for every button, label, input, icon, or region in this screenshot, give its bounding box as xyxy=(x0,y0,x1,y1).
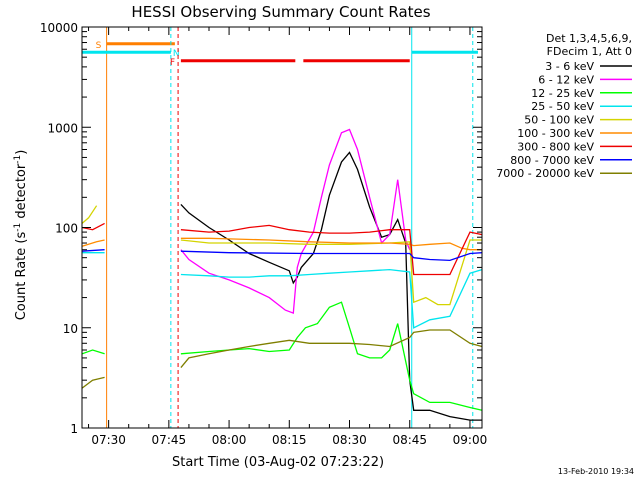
axes-layer: 07:30 07:45 08:00 08:15 08:30 08:45 09:00 1 10 10… xyxy=(40,21,487,447)
series-line-2 xyxy=(81,301,483,411)
x-tick-label-2: 08:00 xyxy=(212,433,247,447)
legend-label-8: 7000 - 20000 keV xyxy=(496,167,594,180)
legend-label-4: 50 - 100 keV xyxy=(524,114,594,127)
flag-bars-layer: S NF xyxy=(82,27,478,428)
legend-header-line-1: Det 1,3,4,5,6,9, xyxy=(546,32,632,45)
y-tick-label-1: 10 xyxy=(63,322,78,336)
legend-label-6: 300 - 800 keV xyxy=(517,140,594,153)
legend-label-3: 25 - 50 keV xyxy=(531,100,594,113)
series-line-3 xyxy=(82,252,483,329)
x-tick-label-3: 08:15 xyxy=(272,433,307,447)
flag-label-F: F xyxy=(170,58,175,68)
series-line-7 xyxy=(82,249,483,262)
flag-label-S: S xyxy=(96,41,102,51)
series-line-6 xyxy=(81,222,483,276)
series-line-1 xyxy=(180,128,411,315)
series-line-8 xyxy=(81,329,483,389)
series-line-0 xyxy=(180,151,482,421)
chart-title: HESSI Observing Summary Count Rates xyxy=(131,3,430,21)
y-tick-label-0: 1 xyxy=(70,422,78,436)
y-axis-label: Count Rate (s-1 detector-1) xyxy=(13,150,29,321)
series-line-4 xyxy=(81,205,482,306)
x-tick-label-6: 09:00 xyxy=(453,433,488,447)
legend-label-7: 800 - 7000 keV xyxy=(510,154,594,167)
legend: Det 1,3,4,5,6,9, FDecim 1, Att 0 3 - 6 k… xyxy=(496,32,632,180)
y-tick-label-3: 1000 xyxy=(47,121,78,135)
x-tick-label-0: 07:30 xyxy=(91,433,126,447)
flag-label-N: N xyxy=(173,49,180,59)
legend-label-0: 3 - 6 keV xyxy=(545,60,594,73)
x-tick-label-4: 08:30 xyxy=(332,433,367,447)
x-tick-label-1: 07:45 xyxy=(152,433,187,447)
x-axis-label: Start Time (03-Aug-02 07:23:22) xyxy=(172,455,384,470)
legend-label-5: 100 - 300 keV xyxy=(517,127,594,140)
legend-header-line-2: FDecim 1, Att 0 xyxy=(547,45,632,58)
x-tick-label-5: 08:45 xyxy=(392,433,427,447)
y-tick-label-4: 10000 xyxy=(40,21,78,35)
footer-timestamp: 13-Feb-2010 19:34 xyxy=(558,467,634,476)
series-layer xyxy=(81,128,483,421)
legend-label-2: 12 - 25 keV xyxy=(531,87,594,100)
y-tick-label-2: 100 xyxy=(55,222,78,236)
legend-label-1: 6 - 12 keV xyxy=(538,73,594,86)
series-line-5 xyxy=(81,237,482,251)
